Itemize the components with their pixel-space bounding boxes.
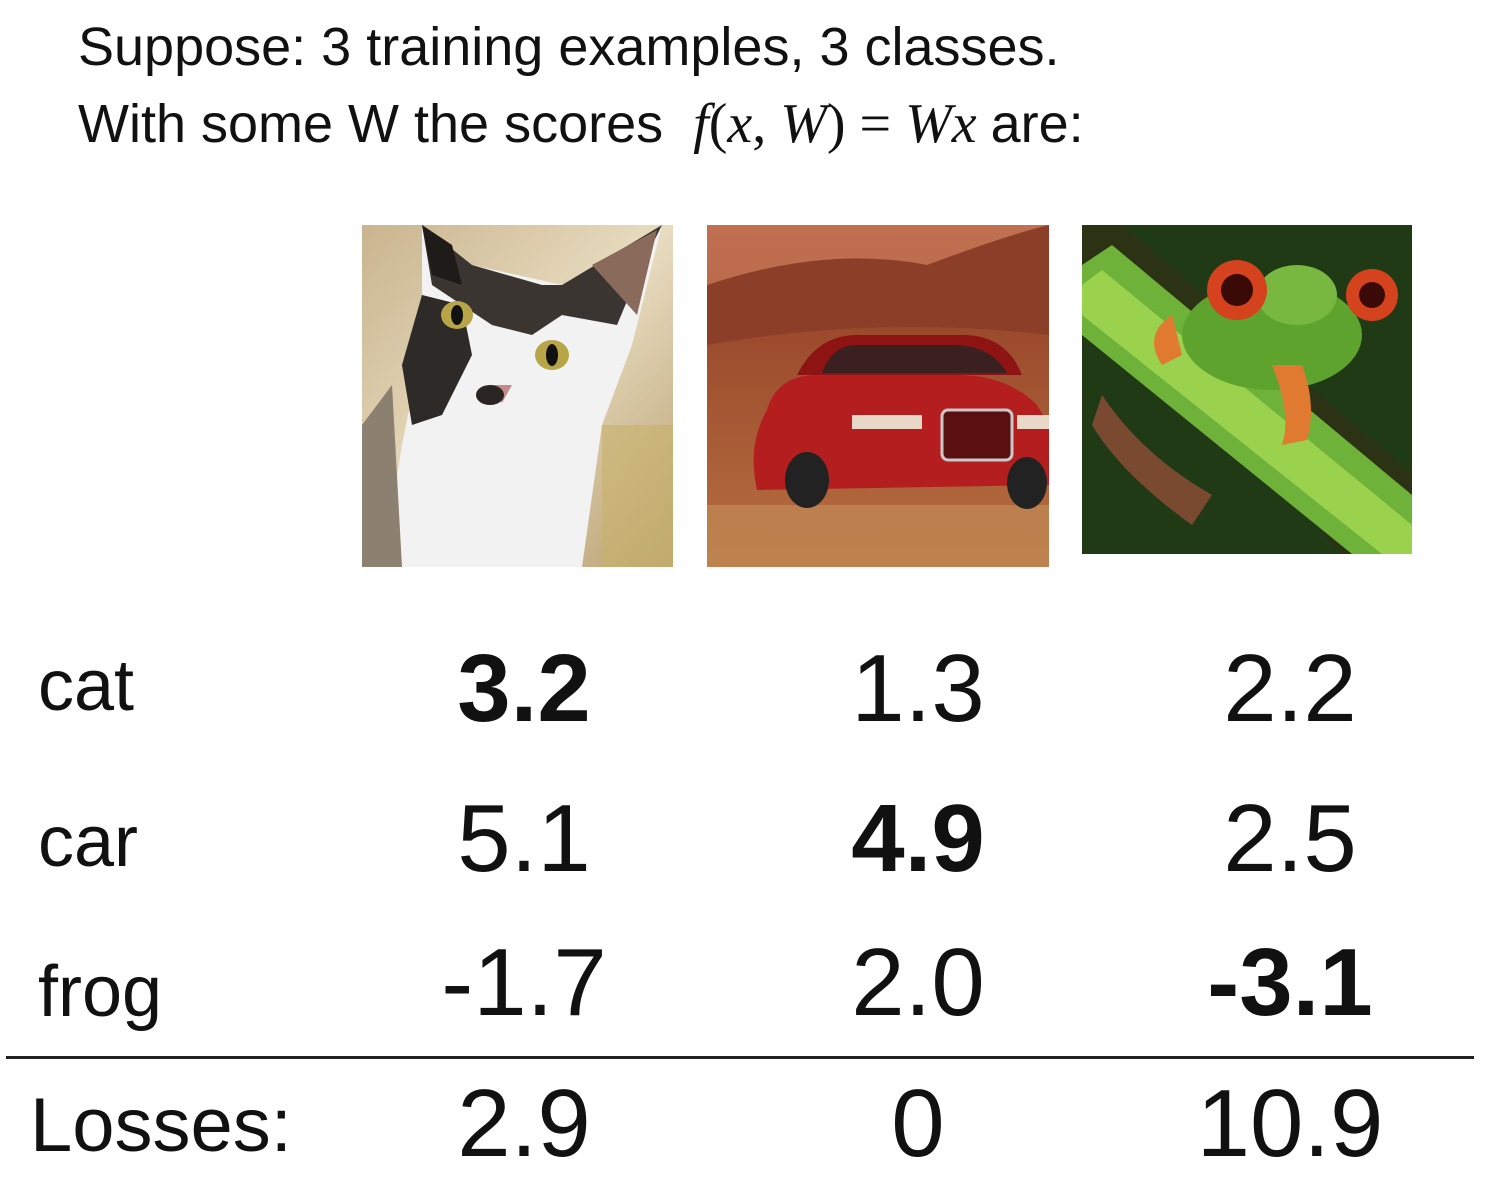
row-label-cat: cat — [38, 646, 135, 726]
loss-value: 0 — [891, 1070, 945, 1177]
loss-value: 2.9 — [457, 1070, 591, 1177]
loss-value: 10.9 — [1196, 1070, 1384, 1177]
score-cell: 2.2 — [1223, 635, 1357, 742]
intro-line-2-prefix: With some W the scores — [78, 94, 664, 154]
score-cell: 5.1 — [457, 785, 591, 892]
score-cell: 4.9 — [851, 785, 985, 892]
cat-image — [362, 225, 673, 567]
score-cell: 1.3 — [851, 635, 985, 742]
losses-label: Losses: — [30, 1083, 292, 1168]
score-cell: -3.1 — [1207, 929, 1373, 1036]
row-label-frog: frog — [38, 952, 163, 1032]
score-cell: -1.7 — [441, 929, 607, 1036]
score-cell: 2.0 — [851, 929, 985, 1036]
score-cell: 2.5 — [1223, 785, 1357, 892]
intro-line-2: With some W the scores f(x, W) = Wx are: — [78, 96, 1084, 152]
intro-line-1: Suppose: 3 training examples, 3 classes. — [78, 17, 1060, 77]
separator-line — [6, 1056, 1474, 1059]
row-label-car: car — [38, 802, 139, 882]
car-image — [707, 225, 1049, 567]
score-cell: 3.2 — [457, 635, 591, 742]
score-formula: f(x, W) = Wx — [693, 93, 977, 155]
intro-line-2-suffix: are: — [990, 94, 1084, 154]
frog-image — [1082, 225, 1412, 554]
